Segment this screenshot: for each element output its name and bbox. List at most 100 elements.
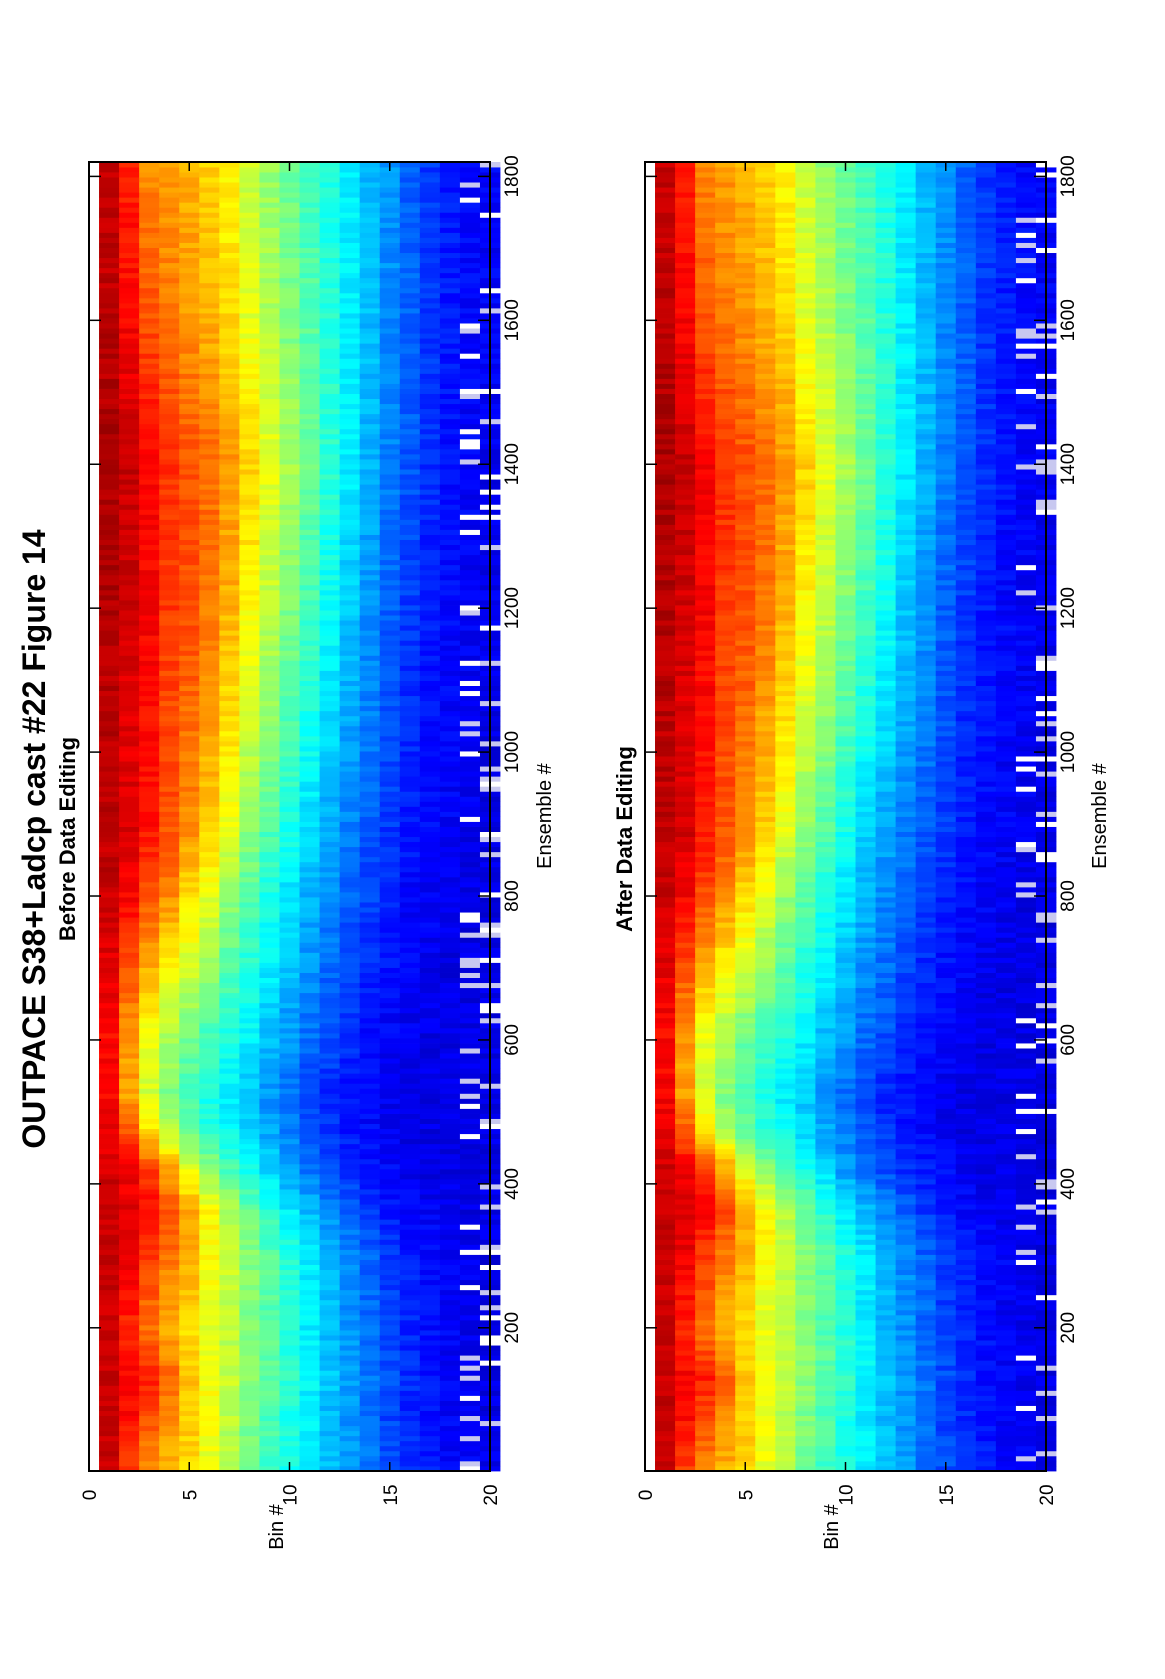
panel-before-cell: [339, 252, 361, 259]
panel-before-cell: [159, 700, 180, 707]
panel-before-cell: [319, 1093, 341, 1099]
panel-before-cell: [379, 554, 401, 561]
panel-before-cell: [179, 534, 200, 540]
panel-before-cell: [439, 443, 461, 450]
panel-before-cell: [199, 1350, 220, 1356]
panel-before-cell: [219, 579, 240, 586]
panel-before-cell: [99, 771, 120, 777]
panel-before-cell: [339, 710, 361, 717]
panel-before-cell: [239, 615, 260, 621]
panel-before-cell: [99, 182, 120, 188]
panel-before-cell: [139, 695, 160, 702]
panel-before-cell: [139, 1239, 160, 1245]
panel-before-cell: [379, 504, 401, 510]
panel-before-cell: [239, 1264, 260, 1271]
panel-before-cell: [299, 756, 320, 762]
panel-before-cell: [119, 695, 140, 702]
panel-before-cell: [399, 1330, 421, 1336]
panel-before-cell: [219, 1410, 240, 1417]
panel-before-cell: [259, 1450, 280, 1457]
panel-before-cell: [219, 418, 240, 425]
panel-before-cell: [259, 962, 280, 968]
panel-before-cell: [159, 393, 180, 400]
panel-before-cell: [159, 1335, 180, 1341]
panel-before-cell: [379, 987, 401, 994]
panel-before-cell: [299, 297, 320, 304]
panel-before-cell: [359, 1350, 381, 1356]
panel-before-cell: [179, 464, 200, 470]
panel-before-cell: [339, 1455, 361, 1462]
panel-before-cell: [359, 932, 381, 938]
panel-before-cell: [179, 1264, 200, 1271]
panel-before-cell: [179, 1345, 200, 1351]
panel-before-cell: [159, 539, 180, 546]
panel-before-cell: [119, 801, 140, 807]
panel-before-cell: [259, 972, 280, 978]
panel-before-cell: [339, 1355, 361, 1361]
panel-before-cell: [279, 912, 300, 918]
panel-before-cell: [359, 408, 381, 415]
panel-before-cell: [339, 1219, 361, 1225]
panel-before-cell: [219, 574, 240, 581]
panel-before-cell: [159, 1455, 180, 1462]
panel-before-cell: [379, 1385, 401, 1391]
panel-before-cell: [379, 1350, 401, 1356]
panel-before-cell: [279, 1103, 300, 1109]
panel-before-cell: [219, 725, 240, 732]
panel-before-cell: [299, 1400, 320, 1406]
panel-before-cell: [339, 1269, 361, 1276]
panel-before-cell: [359, 1415, 381, 1422]
panel-before-cell: [339, 700, 361, 707]
panel-before-cell: [119, 559, 140, 566]
panel-before-cell: [159, 1088, 180, 1094]
panel-before-cell: [459, 1319, 481, 1326]
panel-before-cell: [279, 1319, 300, 1326]
panel-before-cell: [159, 1370, 180, 1376]
panel-before-cell: [459, 1068, 481, 1074]
panel-before-cell: [279, 262, 300, 269]
panel-before-cell: [139, 761, 160, 767]
panel-before-cell: [399, 962, 421, 968]
panel-before-cell: [439, 423, 461, 430]
panel-before-cell: [179, 1224, 200, 1230]
panel-before-cell: [239, 690, 260, 697]
panel-before-cell: [359, 751, 381, 757]
panel-before-cell: [99, 1450, 120, 1457]
panel-before-cell: [439, 318, 461, 324]
panel-before-cell: [339, 589, 361, 596]
panel-before-cell: [439, 177, 461, 183]
panel-before-cell: [299, 705, 320, 712]
panel-before-cell: [359, 821, 381, 827]
panel-before-cell: [399, 620, 421, 626]
panel-before-cell: [119, 1309, 140, 1316]
panel-before-cell: [359, 1430, 381, 1437]
panel-before-cell: [319, 433, 341, 440]
panel-before-cell: [179, 735, 200, 742]
panel-before-cell: [239, 1073, 260, 1079]
panel-before-cell: [299, 554, 320, 561]
panel-before-cell: [239, 766, 260, 772]
panel-before-cell: [139, 287, 160, 294]
panel-before-cell: [359, 1435, 381, 1442]
panel-before-cell: [339, 182, 361, 188]
panel-before-cell: [239, 282, 260, 289]
panel-before-cell: [279, 1435, 300, 1442]
panel-before-cell: [99, 846, 120, 853]
panel-before-cell: [279, 917, 300, 923]
panel-before-cell: [239, 957, 260, 963]
panel-before-cell: [139, 1138, 160, 1145]
panel-before-cell: [199, 348, 220, 354]
panel-before-cell: [119, 660, 140, 666]
panel-before-cell: [159, 1249, 180, 1255]
panel-before-cell: [319, 1314, 341, 1321]
panel-before-cell: [339, 1012, 361, 1019]
panel-before-cell: [319, 1098, 341, 1104]
panel-before-cell: [459, 625, 481, 631]
panel-before-cell: [239, 1038, 260, 1044]
panel-before-cell: [199, 323, 220, 329]
panel-before-cell: [119, 1012, 140, 1019]
panel-before-cell: [179, 1440, 200, 1447]
panel-before-cell: [339, 524, 361, 530]
panel-before-cell: [239, 1043, 260, 1049]
panel-before-cell: [359, 252, 381, 259]
